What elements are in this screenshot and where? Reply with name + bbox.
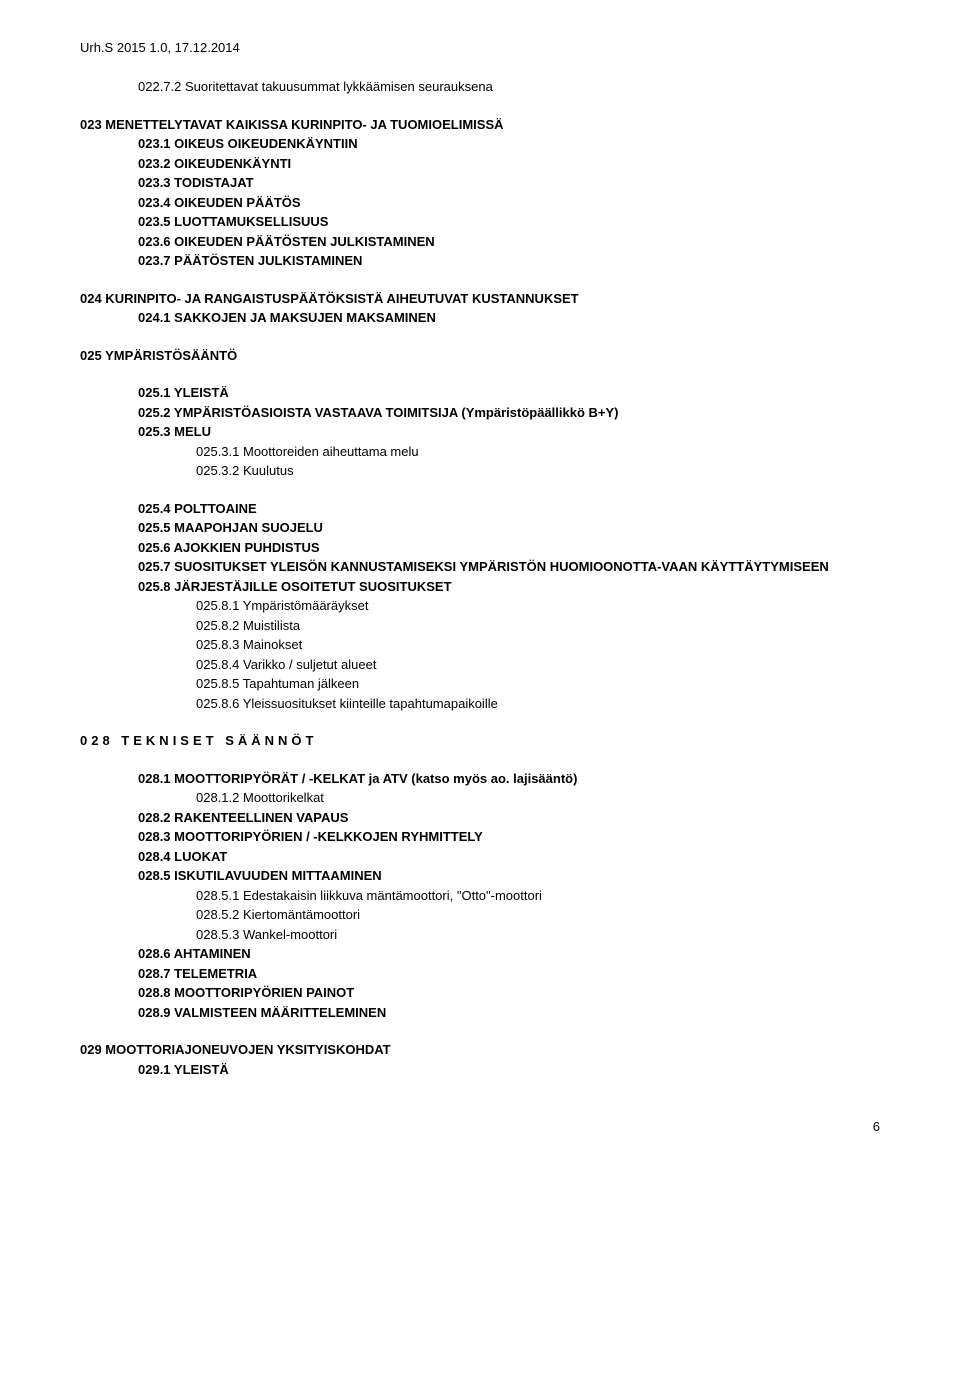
toc-line: 028.5 ISKUTILAVUUDEN MITTAAMINEN (80, 866, 880, 886)
toc-line: 025.6 AJOKKIEN PUHDISTUS (80, 538, 880, 558)
toc-line: 025 YMPÄRISTÖSÄÄNTÖ (80, 346, 880, 366)
toc-line: 025.8 JÄRJESTÄJILLE OSOITETUT SUOSITUKSE… (80, 577, 880, 597)
toc-line: 025.8.1 Ympäristömääräykset (80, 596, 880, 616)
toc-line: 025.8.5 Tapahtuman jälkeen (80, 674, 880, 694)
toc-line: 022.7.2 Suoritettavat takuusummat lykkää… (80, 77, 880, 97)
toc-line: 028.5.3 Wankel-moottori (80, 925, 880, 945)
toc-line: 025.1 YLEISTÄ (80, 383, 880, 403)
toc-line: 028.3 MOOTTORIPYÖRIEN / -KELKKOJEN RYHMI… (80, 827, 880, 847)
toc-line: 028.4 LUOKAT (80, 847, 880, 867)
toc-line: 024.1 SAKKOJEN JA MAKSUJEN MAKSAMINEN (80, 308, 880, 328)
toc-line: 025.8.6 Yleissuositukset kiinteille tapa… (80, 694, 880, 714)
toc-line: 025.3.2 Kuulutus (80, 461, 880, 481)
toc-line: 025.4 POLTTOAINE (80, 499, 880, 519)
toc-line: 023 MENETTELYTAVAT KAIKISSA KURINPITO- J… (80, 115, 880, 135)
toc-line: 025.3.1 Moottoreiden aiheuttama melu (80, 442, 880, 462)
toc-line: 023.6 OIKEUDEN PÄÄTÖSTEN JULKISTAMINEN (80, 232, 880, 252)
toc-line: 029 MOOTTORIAJONEUVOJEN YKSITYISKOHDAT (80, 1040, 880, 1060)
toc-line: 025.2 YMPÄRISTÖASIOISTA VASTAAVA TOIMITS… (80, 403, 880, 423)
toc-body: 022.7.2 Suoritettavat takuusummat lykkää… (80, 77, 880, 1079)
toc-line: 028.1 MOOTTORIPYÖRÄT / -KELKAT ja ATV (k… (80, 769, 880, 789)
toc-line: 023.1 OIKEUS OIKEUDENKÄYNTIIN (80, 134, 880, 154)
toc-line: 023.3 TODISTAJAT (80, 173, 880, 193)
toc-line: 028.1.2 Moottorikelkat (80, 788, 880, 808)
toc-line: 028.6 AHTAMINEN (80, 944, 880, 964)
toc-line: 028 TEKNISET SÄÄNNÖT (80, 731, 880, 751)
toc-line: 025.8.4 Varikko / suljetut alueet (80, 655, 880, 675)
toc-line: 028.8 MOOTTORIPYÖRIEN PAINOT (80, 983, 880, 1003)
toc-line: 025.8.2 Muistilista (80, 616, 880, 636)
toc-line: 025.7 SUOSITUKSET YLEISÖN KANNUSTAMISEKS… (80, 557, 880, 577)
toc-line: 028.2 RAKENTEELLINEN VAPAUS (80, 808, 880, 828)
toc-line: 028.5.2 Kiertomäntämoottori (80, 905, 880, 925)
toc-line: 024 KURINPITO- JA RANGAISTUSPÄÄTÖKSISTÄ … (80, 289, 880, 309)
toc-line: 028.7 TELEMETRIA (80, 964, 880, 984)
toc-line: 028.5.1 Edestakaisin liikkuva mäntämoott… (80, 886, 880, 906)
toc-line: 023.7 PÄÄTÖSTEN JULKISTAMINEN (80, 251, 880, 271)
page-number: 6 (80, 1119, 880, 1134)
toc-line: 025.5 MAAPOHJAN SUOJELU (80, 518, 880, 538)
page-header: Urh.S 2015 1.0, 17.12.2014 (80, 40, 880, 55)
toc-line: 025.3 MELU (80, 422, 880, 442)
toc-line: 025.8.3 Mainokset (80, 635, 880, 655)
toc-line: 029.1 YLEISTÄ (80, 1060, 880, 1080)
document-page: Urh.S 2015 1.0, 17.12.2014 022.7.2 Suori… (0, 0, 960, 1174)
toc-line: 023.5 LUOTTAMUKSELLISUUS (80, 212, 880, 232)
toc-line: 028.9 VALMISTEEN MÄÄRITTELEMINEN (80, 1003, 880, 1023)
toc-line: 023.2 OIKEUDENKÄYNTI (80, 154, 880, 174)
toc-line: 023.4 OIKEUDEN PÄÄTÖS (80, 193, 880, 213)
